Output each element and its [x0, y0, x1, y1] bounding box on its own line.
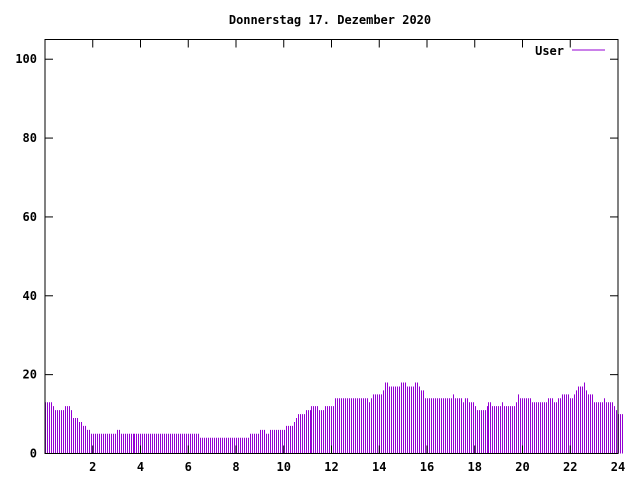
chart-title: Donnerstag 17. Dezember 2020 — [229, 13, 431, 27]
y-tick-label: 40 — [23, 289, 37, 303]
y-tick-label: 100 — [15, 52, 37, 66]
x-tick-label: 22 — [563, 460, 577, 474]
y-axis: 0 20 40 60 80 100 — [15, 52, 618, 461]
x-tick-label: 12 — [324, 460, 338, 474]
x-axis: 2 4 6 8 10 12 14 16 18 20 22 24 — [89, 39, 625, 474]
x-tick-label: 14 — [372, 460, 386, 474]
x-tick-label: 18 — [468, 460, 482, 474]
x-tick-label: 4 — [137, 460, 144, 474]
x-tick-label: 20 — [515, 460, 529, 474]
x-tick-label: 2 — [89, 460, 96, 474]
y-tick-label: 20 — [23, 368, 37, 382]
bars-group — [45, 382, 623, 454]
plot-border — [44, 39, 619, 454]
y-tick-label: 60 — [23, 210, 37, 224]
legend: User — [535, 44, 605, 58]
x-tick-label: 6 — [185, 460, 192, 474]
x-tick-label: 10 — [277, 460, 291, 474]
x-tick-label: 16 — [420, 460, 434, 474]
y-tick-label: 80 — [23, 131, 37, 145]
x-tick-label: 8 — [232, 460, 239, 474]
x-tick-label: 24 — [611, 460, 625, 474]
legend-label-user: User — [535, 44, 564, 58]
y-tick-label: 0 — [30, 447, 37, 461]
